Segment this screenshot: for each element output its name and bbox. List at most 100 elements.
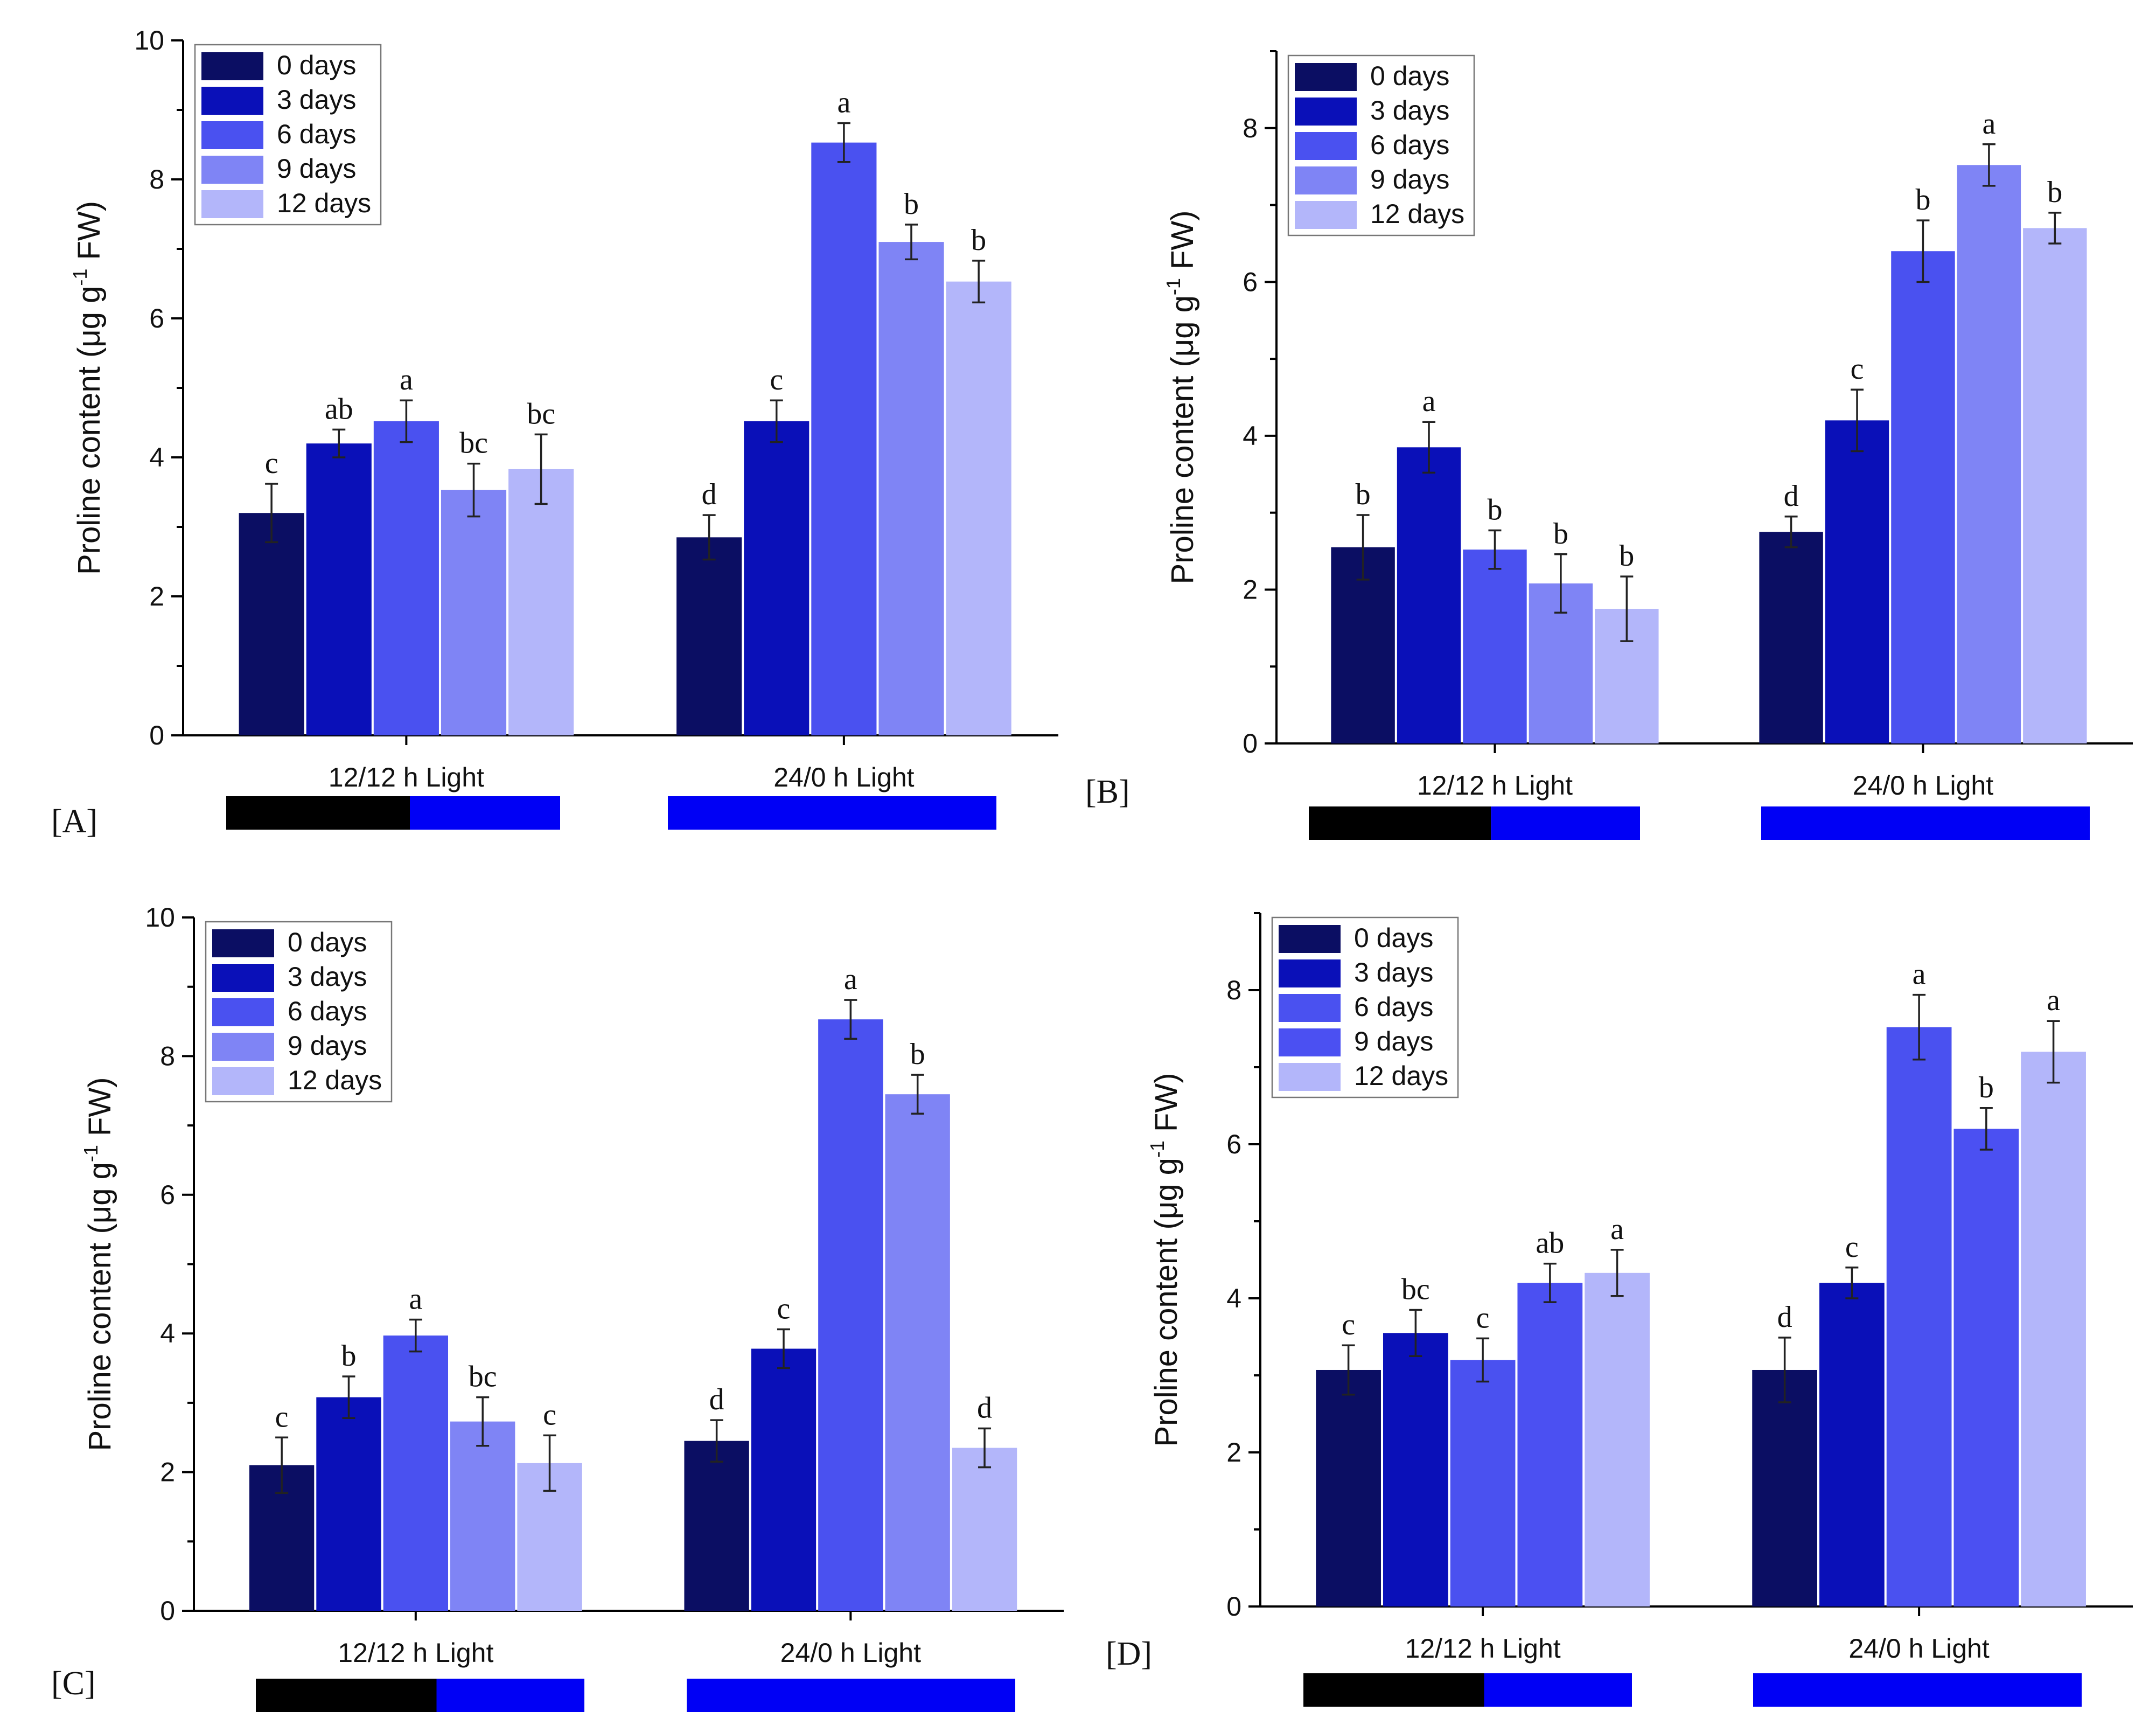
y-tick-label: 10 [134,25,164,55]
significance-letter: a [1610,1213,1624,1246]
significance-letter: c [777,1292,791,1325]
legend-label: 6 days [277,119,356,149]
y-axis-label-tail: FW) [1165,210,1200,278]
panel-label: [D] [1106,1636,1152,1672]
bar [1517,1283,1583,1606]
y-tick-label: 0 [1226,1591,1241,1622]
legend-label: 6 days [288,996,367,1026]
significance-letter: b [2047,176,2062,209]
bar [306,443,372,735]
y-tick-label: 8 [149,164,164,194]
y-axis-label: Proline content (μg g-1 FW) [80,1077,117,1451]
bar [2023,228,2087,743]
bar [811,142,877,735]
significance-letter: a [837,86,850,120]
y-tick-label: 6 [149,303,164,333]
bar [1759,532,1823,743]
y-axis-label-main: Proline content (μg g [1165,295,1200,584]
photoperiod-light-segment [1753,1673,2082,1707]
significance-letter: a [409,1282,422,1316]
significance-letter: bc [469,1360,497,1394]
panel-label: [C] [51,1665,96,1702]
bar [1752,1369,1817,1606]
significance-letter: c [1342,1308,1355,1341]
legend-label: 9 days [1370,164,1449,194]
bar [818,1019,883,1611]
y-axis-label-sup: -1 [1146,1140,1168,1158]
significance-letter: b [904,187,919,221]
significance-letter: b [1979,1071,1994,1104]
legend-label: 3 days [1370,95,1449,126]
significance-letter: bc [459,427,488,460]
x-category-label: 24/0 h Light [1848,1633,1989,1664]
panel-label: [A] [51,803,97,840]
bar [2021,1052,2086,1606]
significance-letter: a [1422,385,1436,418]
y-tick-label: 4 [160,1318,175,1348]
y-tick-label: 0 [1243,728,1258,759]
legend-label: 0 days [288,927,367,957]
legend-swatch [201,52,263,80]
significance-letter: a [1913,958,1926,991]
significance-letter: a [400,363,413,397]
y-axis-label-main: Proline content (μg g [72,286,107,575]
legend-swatch [1279,994,1341,1022]
significance-letter: d [977,1392,992,1425]
bar [744,421,810,735]
bar [878,242,944,736]
y-tick-label: 2 [1243,574,1258,604]
legend-swatch [1295,201,1357,229]
panel-b: 0 2 4 6 8 Proline content (μg g-1 FW) b a b b b 12/… [1085,50,2133,840]
legend-swatch [201,190,263,218]
bar [1397,447,1461,743]
photoperiod-dark-segment [226,796,410,830]
photoperiod-light-segment [668,796,996,830]
y-tick-label: 4 [1226,1283,1241,1313]
legend-swatch [1295,132,1357,160]
x-category-label: 24/0 h Light [780,1638,921,1668]
significance-letter: b [1487,493,1502,527]
y-tick-label: 4 [149,442,164,472]
y-tick-label: 0 [149,720,164,750]
legend-swatch [1279,959,1341,987]
legend-label: 12 days [1354,1061,1448,1091]
photoperiod-light-segment [687,1679,1015,1712]
significance-letter: a [844,963,857,996]
significance-letter: bc [527,397,555,430]
bar [1463,549,1527,743]
significance-letter: ab [1536,1227,1564,1260]
bar [1957,165,2021,744]
significance-letter: d [709,1383,724,1416]
bar [684,1441,749,1611]
significance-letter: c [275,1400,289,1434]
bar [383,1335,449,1611]
x-category-label: 12/12 h Light [1405,1633,1561,1664]
photoperiod-light-segment [1491,806,1640,840]
y-tick-label: 4 [1243,421,1258,451]
significance-letter: a [1982,107,1995,141]
significance-letter: ab [325,392,353,426]
legend-swatch [212,998,274,1026]
y-axis-label-main: Proline content (μg g [1149,1158,1184,1446]
bar [1383,1333,1448,1606]
legend-swatch [1279,1063,1341,1091]
y-axis-label-main: Proline content (μg g [82,1162,117,1451]
legend-swatch [201,87,263,115]
legend-label: 9 days [1354,1026,1433,1056]
photoperiod-light-segment [410,796,560,830]
significance-letter: a [2047,984,2060,1017]
significance-letter: b [971,224,986,257]
bar [450,1421,515,1611]
bar [239,513,304,735]
y-axis-label-sup: -1 [1162,278,1184,295]
significance-letter: b [341,1339,356,1373]
bar [316,1397,381,1611]
legend-label: 3 days [1354,957,1433,987]
x-category-label: 12/12 h Light [1417,770,1573,801]
bar [676,537,742,735]
y-axis-label-tail: FW) [82,1077,117,1145]
